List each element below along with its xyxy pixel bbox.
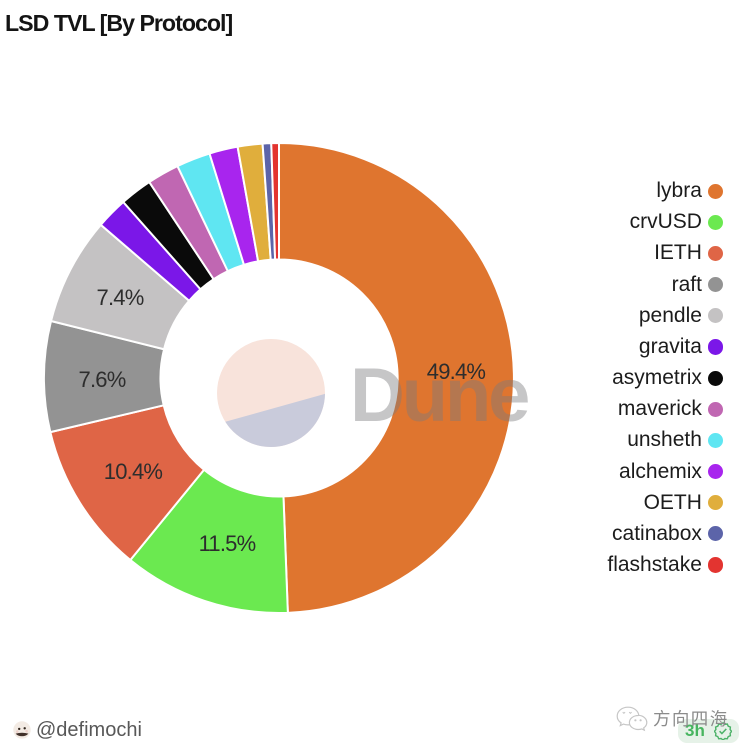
svg-text:10.4%: 10.4% — [104, 459, 163, 484]
svg-text:11.5%: 11.5% — [199, 531, 256, 556]
svg-text:49.4%: 49.4% — [427, 359, 486, 384]
svg-text:Dune: Dune — [350, 353, 528, 438]
svg-text:7.6%: 7.6% — [79, 367, 126, 392]
svg-text:7.4%: 7.4% — [97, 285, 144, 310]
